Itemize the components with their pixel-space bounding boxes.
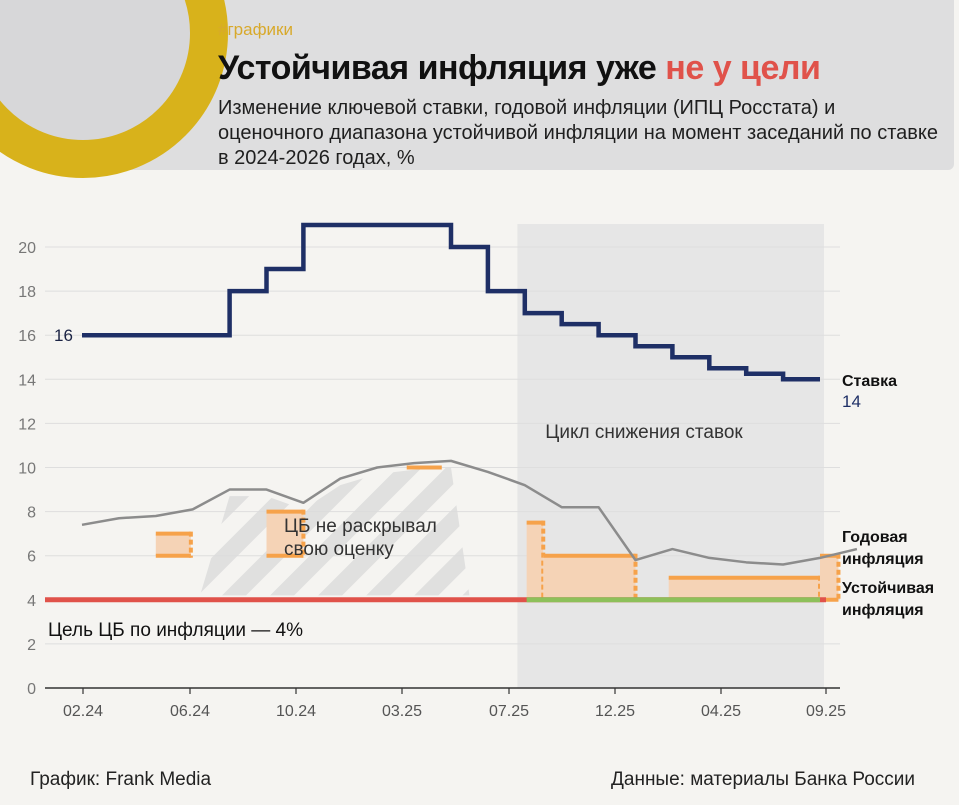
x-tick-label: 12.25 bbox=[595, 703, 635, 720]
inflation-line bbox=[81, 459, 858, 566]
x-tick-label: 09.25 bbox=[806, 703, 846, 720]
y-tick-label: 16 bbox=[18, 328, 36, 345]
page-title: Устойчивая инфляция уже не у цели bbox=[218, 49, 821, 88]
footer-credit: График: Frank Media bbox=[30, 769, 212, 790]
easing-cycle-band bbox=[517, 224, 824, 688]
hashtag: #графики bbox=[218, 20, 293, 39]
x-tick-label: 07.25 bbox=[489, 703, 529, 720]
sustainable-range-fill bbox=[668, 577, 820, 600]
footer-source: Данные: материалы Банка России bbox=[611, 769, 915, 790]
y-tick-label: 18 bbox=[18, 284, 36, 301]
rate-start-label: 16 bbox=[54, 326, 73, 345]
key-rate-line bbox=[82, 222, 820, 382]
x-tick-label: 06.24 bbox=[170, 703, 210, 720]
undisclosed-hatch-area bbox=[200, 467, 470, 596]
undisclosed-label-line1: ЦБ не раскрывал bbox=[284, 516, 437, 537]
x-tick-label: 04.25 bbox=[701, 703, 741, 720]
sustainable-range-fill bbox=[820, 555, 839, 600]
y-tick-label: 14 bbox=[18, 372, 36, 389]
legend-inflation-line2: инфляция bbox=[842, 551, 924, 568]
sustainable-range-fill bbox=[526, 522, 544, 600]
legend-inflation-line1: Годовая bbox=[842, 529, 908, 546]
legend-sustainable-line2: инфляция bbox=[842, 602, 924, 619]
y-tick-label: 10 bbox=[18, 461, 36, 478]
legend-sustainable-line1: Устойчивая bbox=[842, 580, 934, 597]
y-tick-label: 0 bbox=[27, 681, 36, 698]
title-main: Устойчивая инфляция уже bbox=[218, 49, 666, 87]
target-label: Цель ЦБ по инфляции — 4% bbox=[48, 620, 303, 641]
header: #графики Устойчивая инфляция уже не у це… bbox=[0, 0, 959, 200]
title-highlight: не у цели bbox=[665, 49, 821, 87]
sustainable-range-fill bbox=[266, 511, 304, 556]
x-tick-label: 10.24 bbox=[276, 703, 316, 720]
sustainable-range-fill bbox=[155, 533, 191, 556]
easing-cycle-label: Цикл снижения ставок bbox=[545, 422, 743, 443]
sustainable-range-fill bbox=[543, 555, 636, 600]
page-subtitle: Изменение ключевой ставки, годовой инфля… bbox=[218, 97, 938, 169]
legend-rate: Ставка bbox=[842, 373, 897, 390]
undisclosed-label-line2: свою оценку bbox=[284, 539, 394, 560]
x-tick-label: 03.25 bbox=[382, 703, 422, 720]
y-tick-label: 4 bbox=[27, 593, 36, 610]
y-tick-label: 20 bbox=[18, 240, 36, 257]
y-tick-label: 2 bbox=[27, 637, 36, 654]
y-tick-label: 6 bbox=[27, 549, 36, 566]
y-tick-label: 12 bbox=[18, 416, 36, 433]
y-tick-label: 8 bbox=[27, 505, 36, 522]
rate-end-label: 14 bbox=[842, 392, 861, 411]
x-tick-label: 02.24 bbox=[63, 703, 103, 720]
